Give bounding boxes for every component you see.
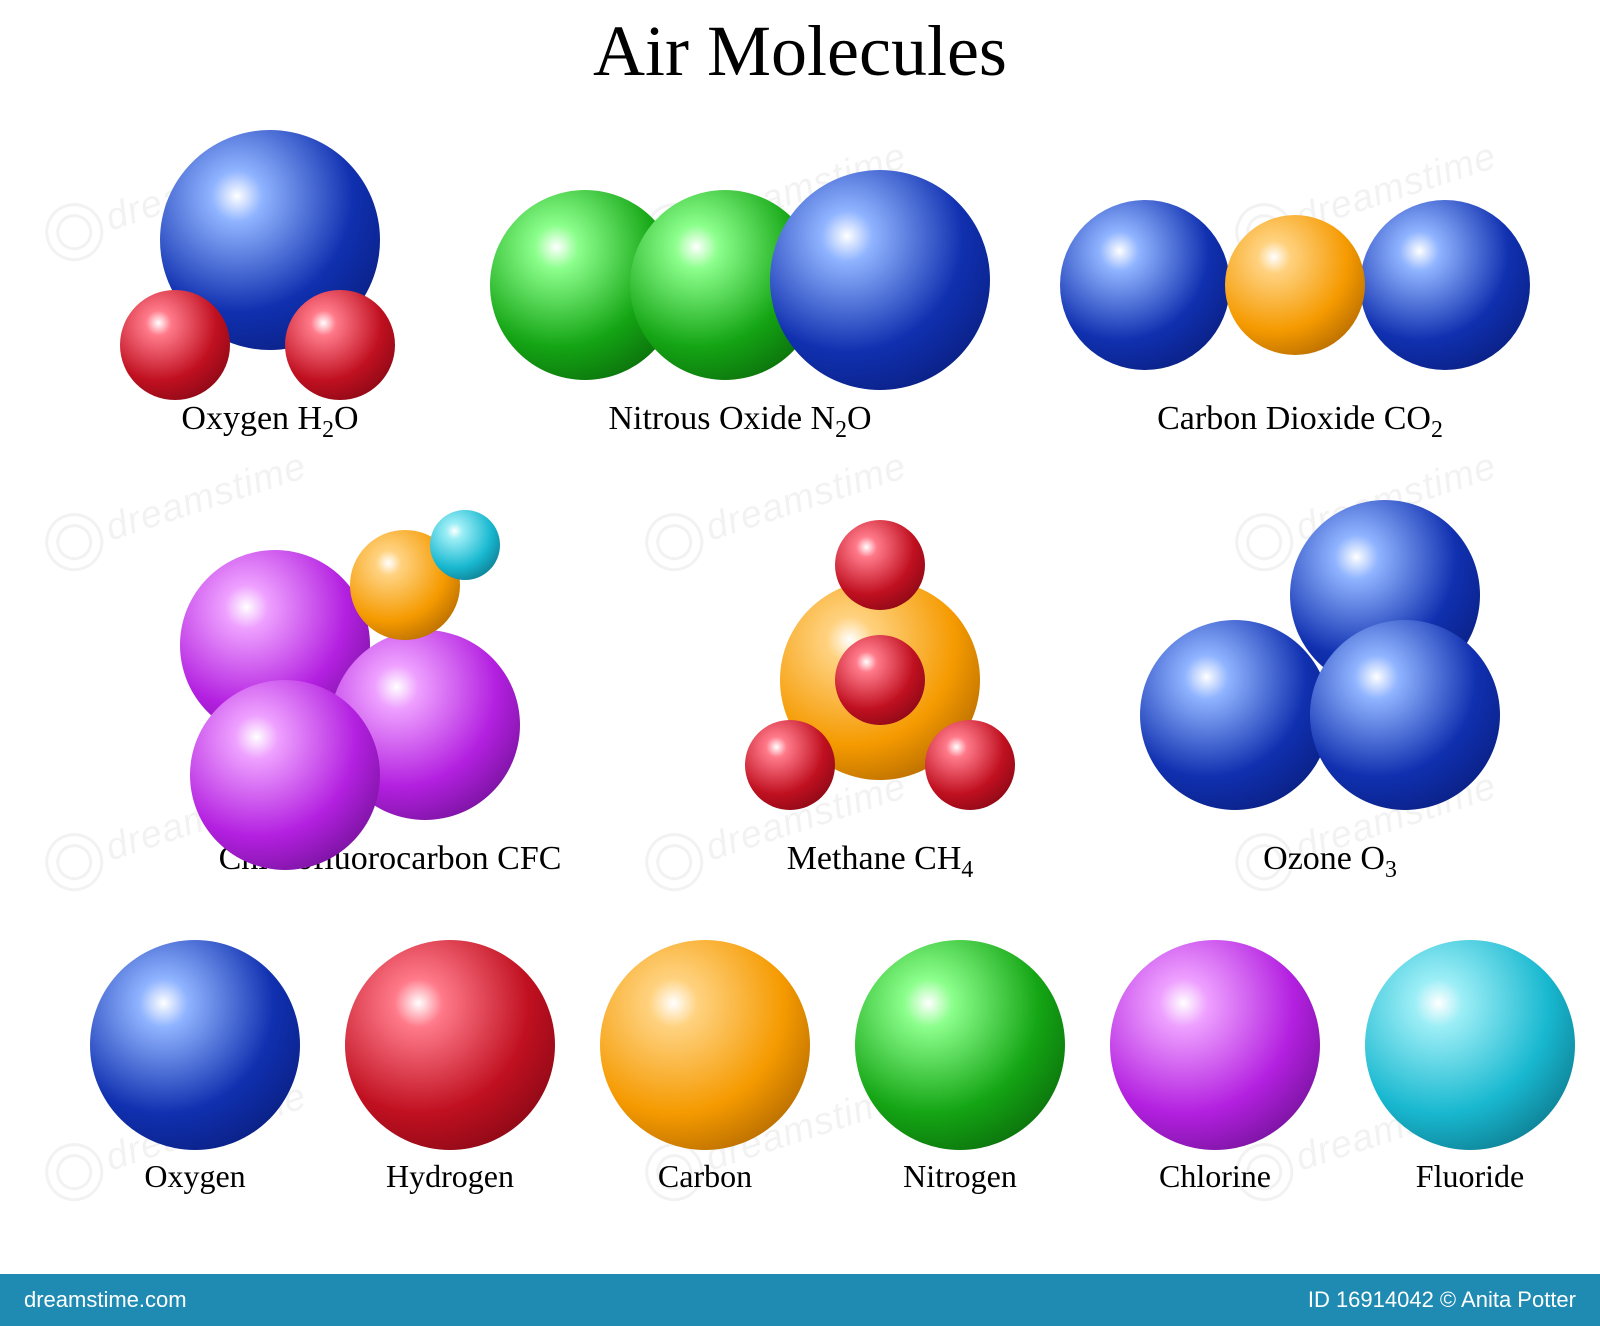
molecule-label-ozone: Ozone O3 bbox=[1140, 840, 1520, 878]
legend-label-nitrogen: Nitrogen bbox=[835, 1158, 1085, 1195]
legend-label-hydrogen: Hydrogen bbox=[325, 1158, 575, 1195]
legend-item-chlorine: Chlorine bbox=[1090, 940, 1340, 1195]
footer-credit: ID 16914042 © Anita Potter bbox=[1308, 1287, 1576, 1313]
atom-oxygen bbox=[1140, 620, 1330, 810]
molecule-n2o bbox=[490, 170, 990, 400]
footer-site: dreamstime.com bbox=[24, 1287, 187, 1313]
legend-atom-fluoride bbox=[1365, 940, 1575, 1150]
atom-oxygen bbox=[1310, 620, 1500, 810]
atom-hydrogen bbox=[925, 720, 1015, 810]
atom-oxygen bbox=[1060, 200, 1230, 370]
atom-fluoride bbox=[430, 510, 500, 580]
legend-item-carbon: Carbon bbox=[580, 940, 830, 1195]
legend-item-nitrogen: Nitrogen bbox=[835, 940, 1085, 1195]
molecule-methane bbox=[720, 520, 1040, 830]
legend-row: OxygenHydrogenCarbonNitrogenChlorineFluo… bbox=[0, 940, 1600, 1200]
molecule-water bbox=[120, 130, 420, 390]
diagram-canvas: { "title": "Air Molecules", "title_fonts… bbox=[0, 0, 1600, 1326]
legend-atom-carbon bbox=[600, 940, 810, 1150]
page-title: Air Molecules bbox=[0, 10, 1600, 93]
molecule-co2 bbox=[1060, 170, 1540, 400]
molecule-label-n2o: Nitrous Oxide N2O bbox=[490, 400, 990, 438]
molecule-ozone bbox=[1140, 500, 1520, 830]
atom-carbon bbox=[1225, 215, 1365, 355]
legend-atom-nitrogen bbox=[855, 940, 1065, 1150]
legend-label-oxygen: Oxygen bbox=[70, 1158, 320, 1195]
legend-label-fluoride: Fluoride bbox=[1345, 1158, 1595, 1195]
footer-bar: dreamstime.com ID 16914042 © Anita Potte… bbox=[0, 1274, 1600, 1326]
atom-hydrogen bbox=[835, 635, 925, 725]
molecule-label-methane: Methane CH4 bbox=[700, 840, 1060, 878]
legend-item-hydrogen: Hydrogen bbox=[325, 940, 575, 1195]
atom-hydrogen bbox=[745, 720, 835, 810]
legend-item-fluoride: Fluoride bbox=[1345, 940, 1595, 1195]
atom-hydrogen bbox=[285, 290, 395, 400]
molecule-label-co2: Carbon Dioxide CO2 bbox=[1060, 400, 1540, 438]
atom-oxygen bbox=[1360, 200, 1530, 370]
legend-item-oxygen: Oxygen bbox=[70, 940, 320, 1195]
legend-label-chlorine: Chlorine bbox=[1090, 1158, 1340, 1195]
molecule-label-cfc: Chlorofluorocarbon CFC bbox=[120, 840, 660, 878]
legend-label-carbon: Carbon bbox=[580, 1158, 830, 1195]
atom-hydrogen bbox=[835, 520, 925, 610]
atom-chlorine bbox=[190, 680, 380, 870]
legend-atom-hydrogen bbox=[345, 940, 555, 1150]
molecule-label-water: Oxygen H2O bbox=[110, 400, 430, 438]
molecule-cfc bbox=[180, 510, 600, 830]
legend-atom-oxygen bbox=[90, 940, 300, 1150]
legend-atom-chlorine bbox=[1110, 940, 1320, 1150]
atom-hydrogen bbox=[120, 290, 230, 400]
atom-oxygen bbox=[770, 170, 990, 390]
